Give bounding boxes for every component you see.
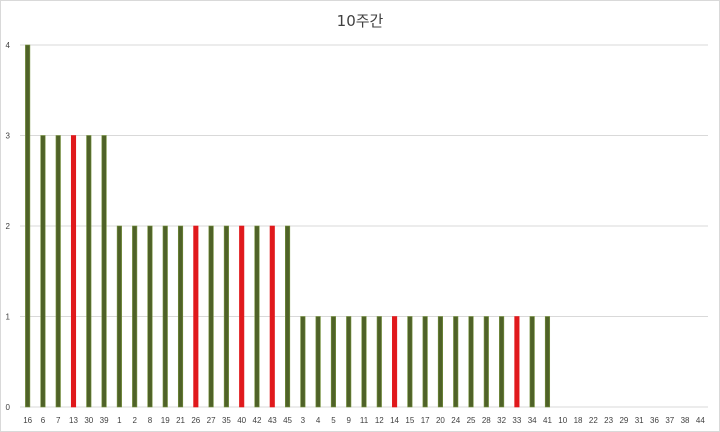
- bar: [25, 44, 31, 408]
- bar: [40, 135, 46, 408]
- x-tick-label: 12: [375, 416, 384, 425]
- x-tick-label: 31: [635, 416, 644, 425]
- bar: [116, 225, 122, 408]
- x-tick-label: 30: [84, 416, 93, 425]
- bar: [330, 316, 336, 408]
- x-tick-label: 11: [360, 416, 369, 425]
- bar: [254, 225, 260, 408]
- y-tick-label: 3: [6, 132, 11, 141]
- bar: [208, 225, 214, 408]
- x-tick-label: 27: [207, 416, 216, 425]
- bar: [269, 225, 275, 408]
- bar: [346, 316, 352, 408]
- bar: [483, 316, 489, 408]
- x-tick-label: 26: [191, 416, 200, 425]
- bar: [147, 225, 153, 408]
- x-tick-label: 25: [467, 416, 476, 425]
- x-tick-label: 18: [574, 416, 583, 425]
- bar: [453, 316, 459, 408]
- x-tick-label: 15: [405, 416, 414, 425]
- bar: [239, 225, 245, 408]
- bar: [437, 316, 443, 408]
- x-tick-label: 6: [41, 416, 46, 425]
- y-tick-label: 4: [6, 41, 11, 50]
- x-tick-label: 23: [604, 416, 613, 425]
- x-tick-label: 1: [117, 416, 122, 425]
- x-tick-label: 34: [528, 416, 537, 425]
- x-tick-label: 4: [316, 416, 321, 425]
- x-tick-label: 38: [681, 416, 690, 425]
- chart-title: 10주간: [336, 12, 384, 30]
- x-tick-label: 3: [301, 416, 306, 425]
- x-tick-label: 40: [237, 416, 246, 425]
- bar: [544, 316, 551, 408]
- bar: [162, 225, 168, 408]
- bar: [499, 316, 505, 408]
- bar: [193, 225, 199, 408]
- x-tick-label: 35: [222, 416, 231, 425]
- bar: [392, 316, 398, 408]
- x-tick-label: 7: [56, 416, 61, 425]
- bar: [223, 225, 229, 408]
- x-tick-label: 28: [482, 416, 491, 425]
- bar: [177, 225, 184, 408]
- x-tick-label: 33: [512, 416, 521, 425]
- y-tick-label: 0: [6, 403, 11, 412]
- bar: [514, 316, 520, 408]
- x-tick-label: 21: [176, 416, 185, 425]
- bar: [315, 316, 321, 408]
- x-tick-label: 29: [619, 416, 628, 425]
- x-tick-label: 43: [268, 416, 277, 425]
- bar: [86, 135, 92, 408]
- x-tick-label: 20: [436, 416, 445, 425]
- bar: [422, 316, 428, 408]
- x-tick-label: 32: [497, 416, 506, 425]
- x-tick-label: 16: [23, 416, 32, 425]
- x-tick-label: 41: [543, 416, 552, 425]
- x-tick-label: 24: [451, 416, 460, 425]
- x-tick-label: 2: [132, 416, 137, 425]
- x-tick-label: 45: [283, 416, 292, 425]
- x-tick-label: 39: [100, 416, 109, 425]
- x-tick-label: 8: [148, 416, 153, 425]
- x-tick-label: 9: [346, 416, 351, 425]
- x-tick-label: 14: [390, 416, 399, 425]
- x-tick-label: 42: [253, 416, 262, 425]
- bar: [376, 316, 382, 408]
- x-tick-label: 17: [421, 416, 430, 425]
- bar: [132, 225, 138, 408]
- x-tick-label: 13: [69, 416, 78, 425]
- y-tick-label: 2: [6, 222, 11, 231]
- bar: [361, 316, 367, 408]
- bar: [300, 316, 306, 408]
- x-tick-label: 37: [665, 416, 674, 425]
- bar: [468, 316, 474, 408]
- x-tick-label: 10: [558, 416, 567, 425]
- bar: [55, 135, 61, 408]
- bar: [101, 135, 107, 408]
- x-tick-label: 44: [696, 416, 705, 425]
- x-tick-label: 5: [331, 416, 336, 425]
- x-tick-label: 22: [589, 416, 598, 425]
- bar: [70, 135, 77, 408]
- y-tick-label: 1: [6, 313, 11, 322]
- x-tick-label: 19: [161, 416, 170, 425]
- bar: [529, 316, 535, 408]
- bar: [285, 225, 291, 408]
- x-tick-label: 36: [650, 416, 659, 425]
- bar: [407, 316, 413, 408]
